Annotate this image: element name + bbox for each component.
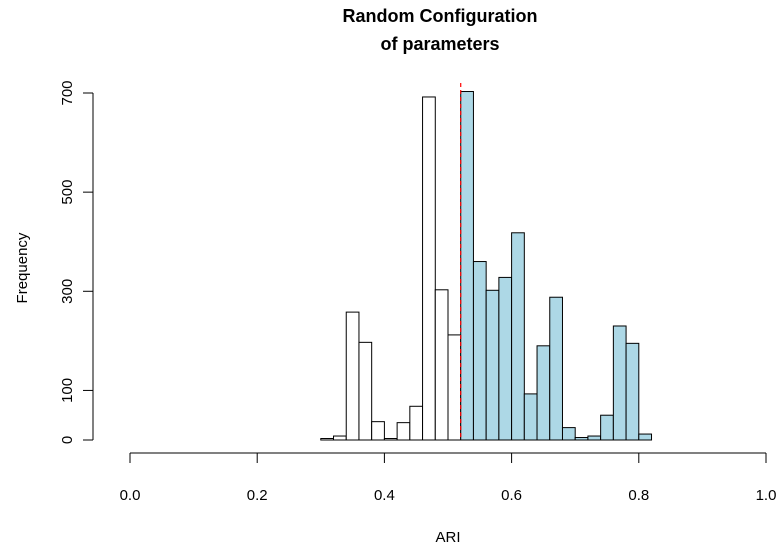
histogram-bar	[345, 311, 360, 441]
x-tick-label: 0.4	[374, 487, 395, 504]
histogram-bar	[320, 438, 335, 441]
chart-title-line-2: of parameters	[380, 34, 499, 54]
histogram-bar	[422, 96, 436, 441]
histogram-bar	[574, 437, 589, 441]
histogram-bar	[600, 414, 614, 441]
y-tick-label: 0	[59, 436, 76, 444]
histogram-bar	[523, 393, 538, 441]
histogram-bar	[333, 435, 347, 441]
y-axis-label: Frequency	[14, 232, 31, 303]
chart-title-line-1: Random Configuration	[343, 6, 538, 26]
histogram-bar	[371, 421, 385, 441]
histogram-bar	[625, 342, 640, 441]
histogram-bar	[396, 422, 411, 441]
histogram-bar	[511, 232, 525, 441]
histogram-bar	[587, 435, 602, 441]
histogram-bar	[460, 91, 474, 441]
x-tick-label: 0.8	[628, 487, 649, 504]
histogram-bar	[358, 341, 373, 441]
y-tick-label: 300	[59, 279, 76, 304]
histogram-bar	[447, 334, 462, 441]
histogram-bar	[549, 296, 563, 441]
x-tick-label: 0.0	[120, 487, 141, 504]
x-axis-label: ARI	[435, 529, 460, 546]
x-tick-label: 0.2	[247, 487, 268, 504]
x-tick-label: 0.6	[501, 487, 522, 504]
histogram-bar	[409, 405, 424, 441]
histogram-bar	[638, 433, 653, 441]
histogram-bar	[434, 289, 449, 441]
y-tick-label: 500	[59, 180, 76, 205]
x-tick-label: 1.0	[756, 487, 777, 504]
histogram-bar	[383, 438, 398, 441]
y-tick-label: 100	[59, 378, 76, 403]
y-axis: 0 100 300 500 700	[59, 80, 94, 444]
histogram-bar	[561, 427, 576, 441]
histogram-bar	[498, 276, 513, 441]
histogram-bar	[536, 345, 551, 441]
histogram-bars	[320, 91, 653, 441]
histogram-bar	[612, 325, 627, 441]
y-tick-label: 700	[59, 80, 76, 105]
histogram-bar	[485, 289, 500, 441]
histogram-bar	[472, 261, 487, 441]
x-axis: 0.0 0.2 0.4 0.6 0.8 1.0	[120, 452, 777, 504]
